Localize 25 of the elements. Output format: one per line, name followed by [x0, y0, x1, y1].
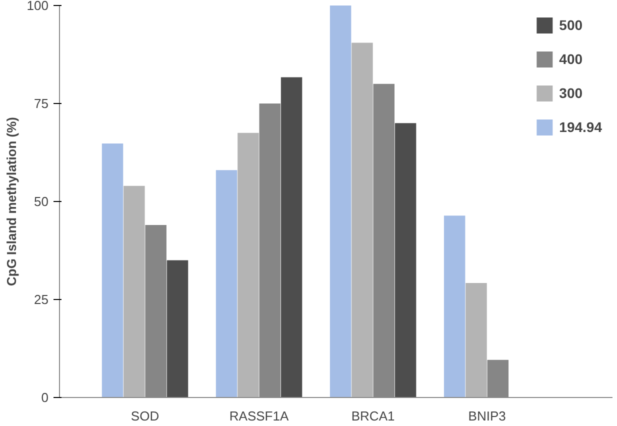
y-tick-label: 25 [34, 292, 49, 307]
legend-label: 500 [559, 17, 583, 33]
bar [238, 132, 259, 398]
legend-label: 194.94 [559, 119, 602, 135]
bar [280, 77, 302, 398]
bar [394, 123, 416, 398]
x-tick-label: SOD [130, 408, 160, 424]
bar [444, 216, 466, 398]
y-tick-label: 75 [34, 96, 49, 111]
y-tick-label: 0 [41, 390, 49, 405]
x-tick-label: BNIP3 [468, 408, 506, 424]
bar [352, 42, 373, 398]
x-tick-label: BRCA1 [351, 408, 395, 424]
legend-label: 400 [559, 51, 583, 67]
y-tick-label: 100 [26, 0, 49, 13]
bar [166, 260, 188, 398]
bar [330, 6, 352, 398]
y-tick-label: 50 [34, 194, 49, 209]
bar [102, 143, 124, 398]
legend-label: 300 [559, 85, 583, 101]
bar [466, 283, 487, 398]
bar [216, 170, 238, 398]
y-axis-title: CpG Island methylation (%) [4, 116, 19, 286]
x-tick-label: RASSF1A [229, 408, 289, 424]
bar [124, 186, 145, 398]
